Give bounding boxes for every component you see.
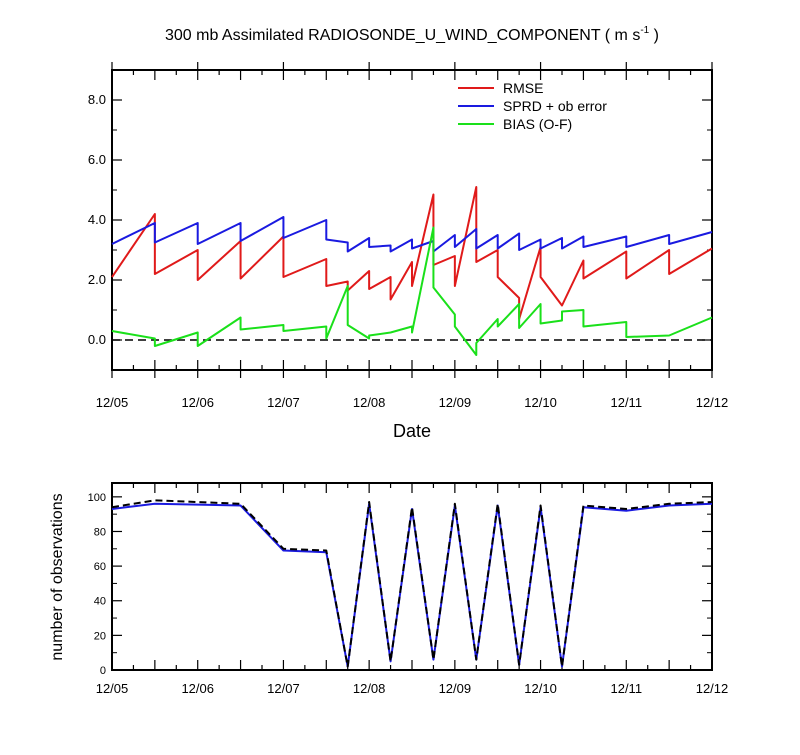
- title-close: ): [649, 27, 659, 44]
- legend: RMSE SPRD + ob error BIAS (O-F): [458, 80, 607, 132]
- bottom-x-tick-label: 12/05: [96, 681, 129, 696]
- top-panel: 0.0 2.0 4.0 6.0 8.0 12/05 12/06 12/07 12/08 12/09…: [88, 62, 728, 410]
- bottom-y-tick-label: 20: [94, 630, 106, 642]
- bottom-y-tick-label: 0: [100, 665, 106, 677]
- bottom-series-assimilated: [111, 502, 713, 668]
- top-x-tick-label: 12/06: [181, 395, 214, 410]
- top-series-sprd-ob-error: [111, 216, 713, 253]
- top-series-rmse: [111, 186, 713, 320]
- top-plot-frame: [111, 69, 713, 371]
- legend-label-0: RMSE: [503, 80, 543, 96]
- top-x-tick-label: 12/08: [353, 395, 386, 410]
- top-x-tick-label: 12/12: [696, 395, 729, 410]
- title-superscript: -1: [640, 25, 649, 36]
- top-x-axis-label: Date: [393, 421, 431, 441]
- chart-title: 300 mb Assimilated RADIOSONDE_U_WIND_COM…: [165, 25, 659, 44]
- top-x-tick-label: 12/05: [96, 395, 129, 410]
- bottom-x-tick-label: 12/09: [439, 681, 472, 696]
- bottom-y-tick-label: 40: [94, 596, 106, 608]
- legend-label-2: BIAS (O-F): [503, 116, 572, 132]
- bottom-y-tick-label: 100: [88, 492, 106, 504]
- bottom-x-tick-label: 12/11: [610, 681, 642, 696]
- top-y-tick-label: 2.0: [88, 272, 106, 287]
- top-x-tick-label: 12/07: [267, 395, 300, 410]
- top-y-tick-label: 4.0: [88, 212, 106, 227]
- bottom-y-tick-label: 80: [94, 526, 106, 538]
- bottom-series-total: [111, 499, 713, 668]
- bottom-x-tick-label: 12/07: [267, 681, 300, 696]
- bottom-x-tick-label: 12/12: [696, 681, 729, 696]
- bottom-y-axis-label: number of observations: [49, 493, 66, 660]
- legend-label-1: SPRD + ob error: [503, 98, 607, 114]
- top-x-tick-label: 12/09: [439, 395, 472, 410]
- top-x-tick-label: 12/11: [610, 395, 642, 410]
- top-y-tick-label: 8.0: [88, 92, 106, 107]
- bottom-x-tick-label: 12/08: [353, 681, 386, 696]
- top-y-tick-label: 6.0: [88, 152, 106, 167]
- top-y-tick-label: 0.0: [88, 332, 106, 347]
- bottom-x-tick-label: 12/10: [524, 681, 557, 696]
- top-x-tick-label: 12/10: [524, 395, 557, 410]
- bottom-panel: 0 20 40 60 80 100 12/05 12/06 12/07 12/08 12/09 12/…: [88, 482, 729, 696]
- top-series-bias-o-f: [111, 226, 713, 356]
- title-main: 300 mb Assimilated RADIOSONDE_U_WIND_COM…: [165, 27, 640, 44]
- bottom-y-tick-label: 60: [94, 561, 106, 573]
- bottom-x-tick-label: 12/06: [181, 681, 214, 696]
